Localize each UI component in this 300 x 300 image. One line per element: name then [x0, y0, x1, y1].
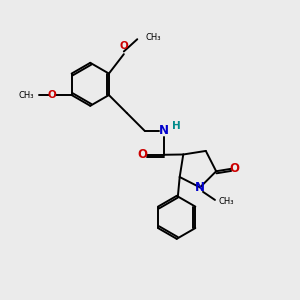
Text: O: O: [119, 41, 128, 52]
Text: CH₃: CH₃: [219, 197, 234, 206]
Text: H: H: [172, 121, 181, 130]
Text: CH₃: CH₃: [19, 91, 34, 100]
Text: O: O: [138, 148, 148, 161]
Text: N: N: [195, 181, 205, 194]
Text: N: N: [159, 124, 169, 137]
Text: O: O: [48, 90, 57, 100]
Text: O: O: [230, 162, 240, 176]
Text: CH₃: CH₃: [145, 33, 161, 42]
